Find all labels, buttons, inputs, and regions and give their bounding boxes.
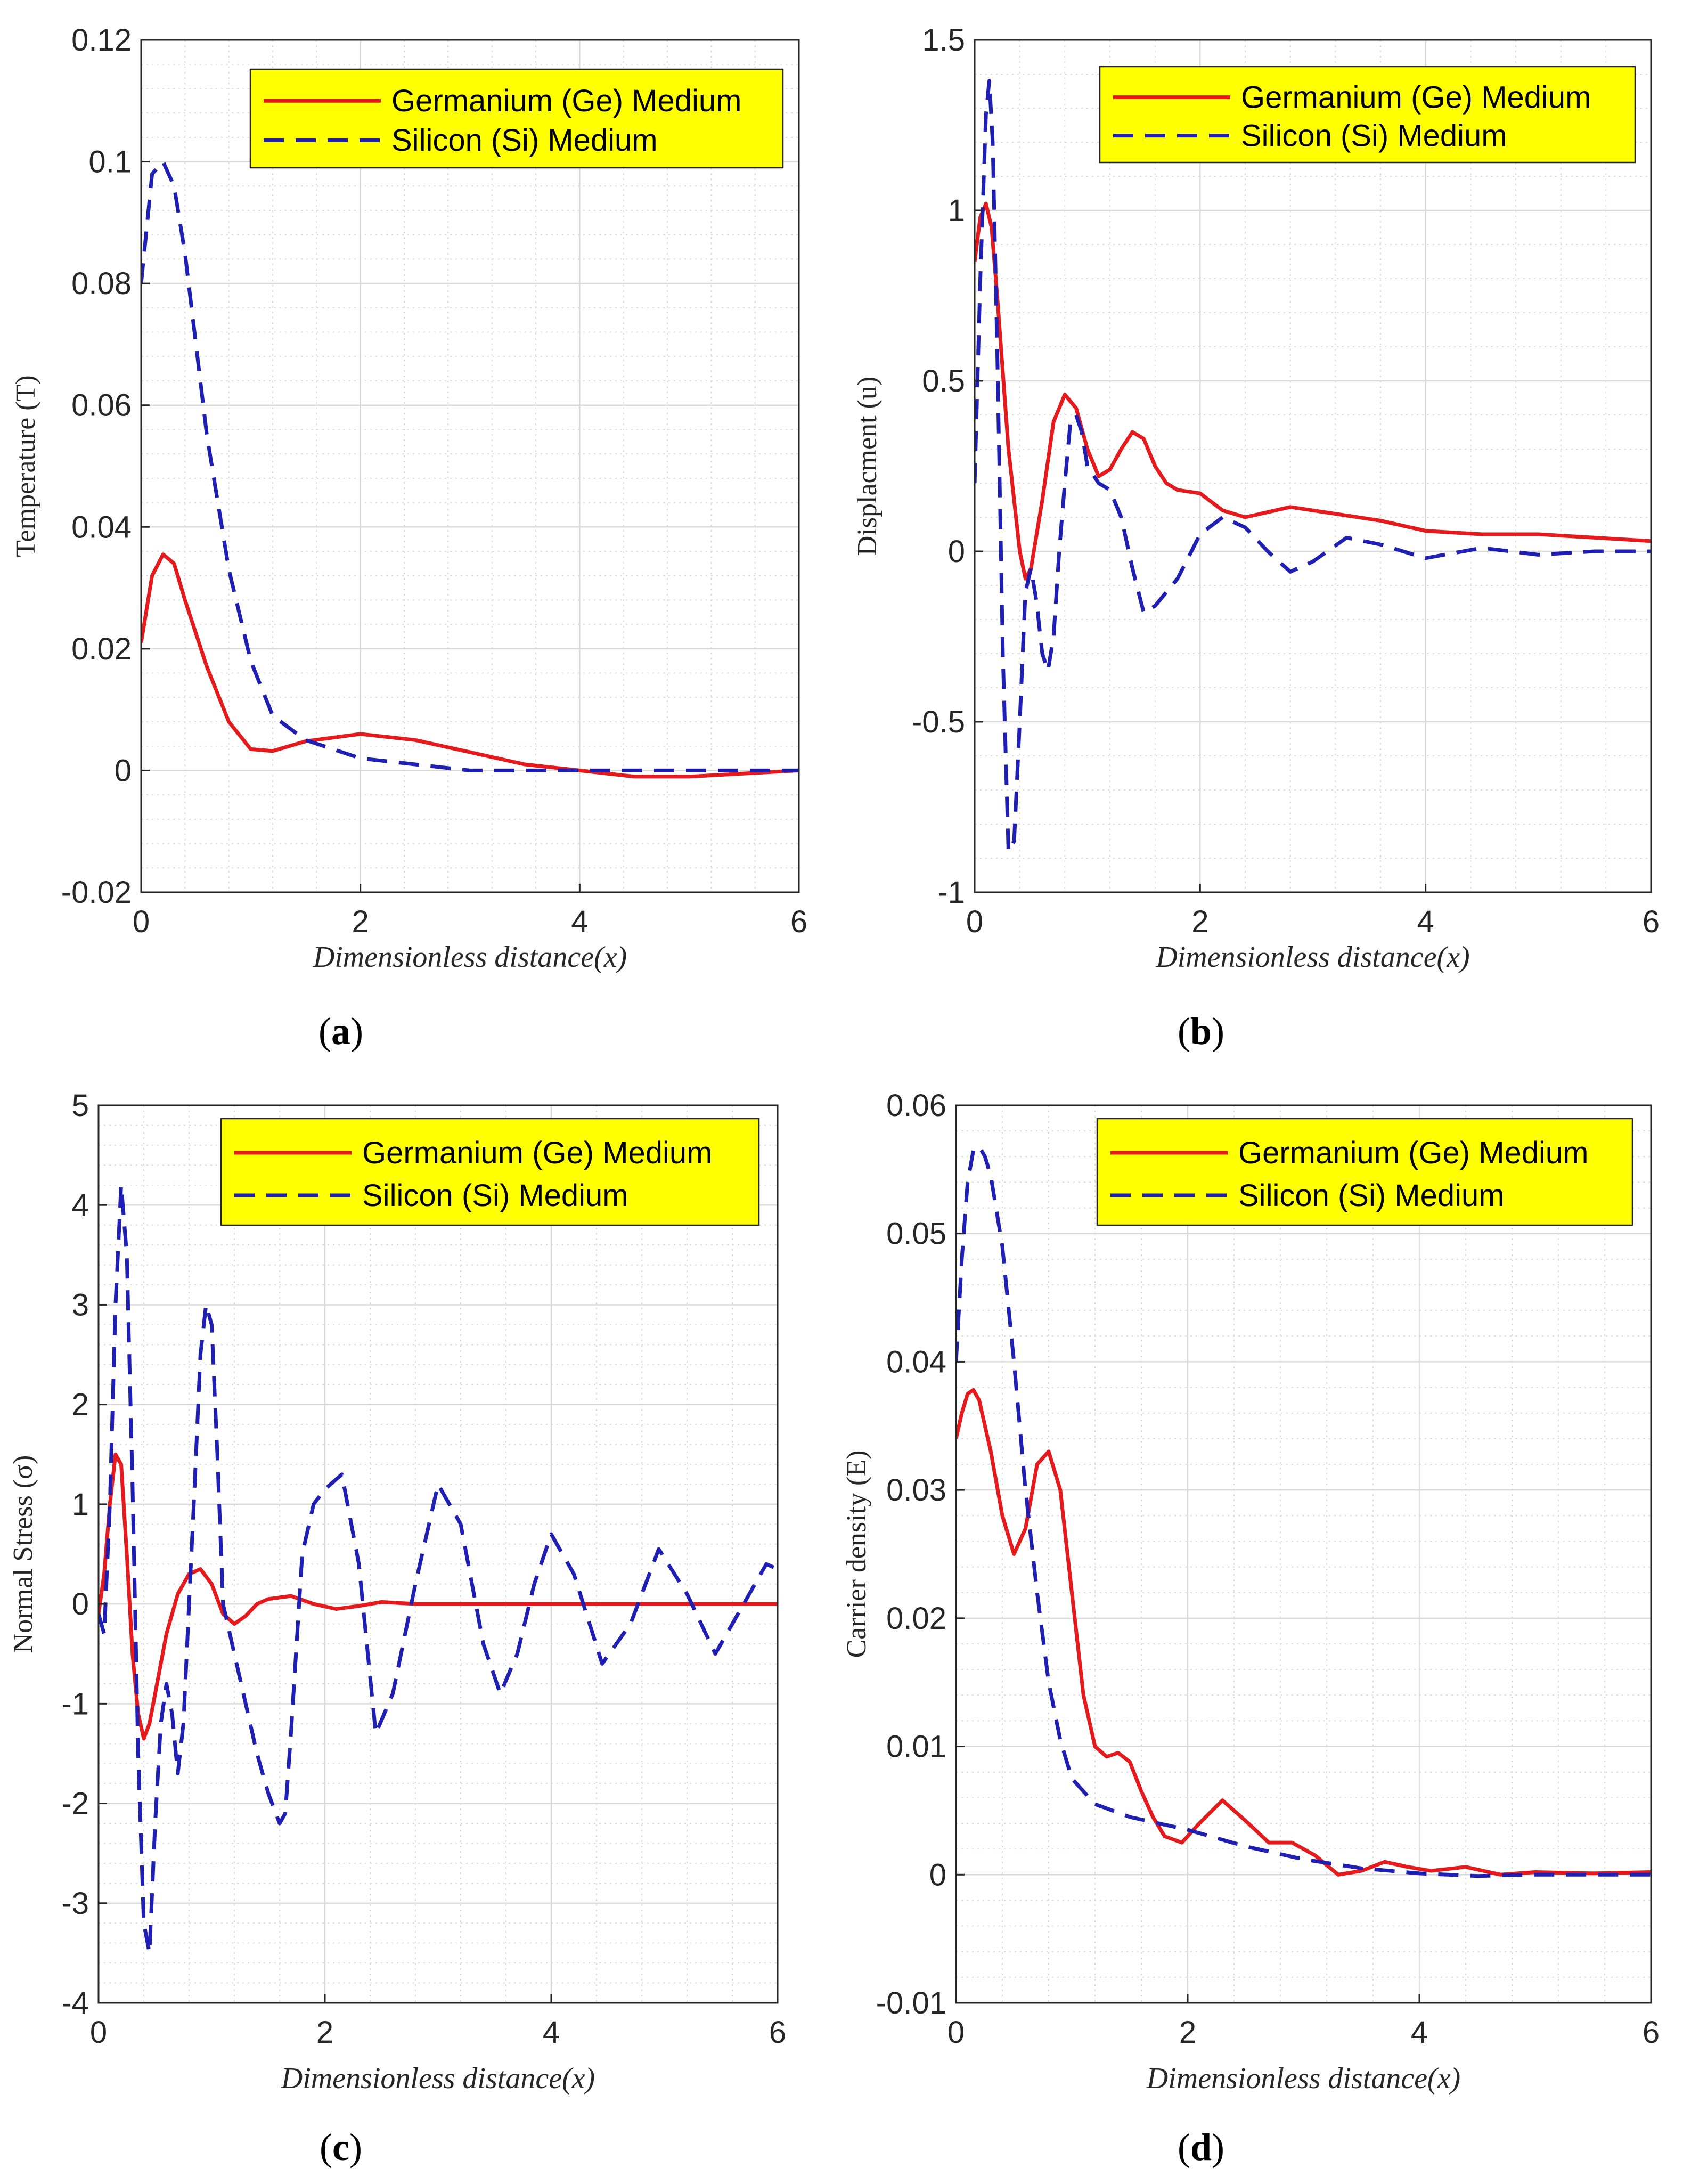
- y-tick-label: 0.06: [71, 388, 132, 423]
- legend-label-silicon: Silicon (Si) Medium: [1241, 119, 1507, 153]
- y-tick-label: 0.08: [71, 266, 132, 301]
- panel-caption: (b): [1178, 1010, 1224, 1053]
- chart-panel-a: 0 2 4 6 -0.02 0 0.02 0.04 0.06 0.08 0.1 0.12 Dimensi…: [0, 0, 841, 1065]
- legend: Germanium (Ge) Medium Silicon (Si) Medium: [220, 1118, 760, 1226]
- legend-label-silicon: Silicon (Si) Medium: [362, 1178, 628, 1213]
- y-tick-label: 4: [72, 1188, 89, 1223]
- y-tick-label: 3: [72, 1287, 89, 1322]
- y-tick-label: 0: [72, 1587, 89, 1621]
- y-tick-label: -0.01: [876, 1986, 946, 2020]
- x-tick-label: 4: [571, 904, 588, 939]
- series-line-silicon: [141, 160, 799, 772]
- y-tick-label: 2: [72, 1388, 89, 1422]
- x-tick-label: 4: [543, 2015, 560, 2050]
- series-line-germanium: [99, 1452, 778, 1741]
- legend: Germanium (Ge) Medium Silicon (Si) Medium: [1096, 1118, 1633, 1226]
- y-tick-label: 0: [115, 753, 132, 788]
- legend: Germanium (Ge) Medium Silicon (Si) Medium: [249, 68, 784, 169]
- chart-b: 0 2 4 6 -1 -0.5 0 0.5 1 1.5 Dimensionless distance…: [852, 23, 1660, 1053]
- chart-a: 0 2 4 6-0.0200.020.040.060.080.10.12Dimensi…: [11, 23, 807, 1053]
- y-tick-label: -1: [937, 875, 965, 910]
- x-tick-label: 2: [1191, 904, 1208, 939]
- y-tick-label: 0.05: [886, 1217, 946, 1251]
- y-tick-label: 0.06: [886, 1088, 946, 1123]
- y-tick-label: -0.02: [61, 875, 132, 910]
- x-tick-label: 0: [947, 2015, 965, 2050]
- x-tick-label: 2: [1179, 2015, 1196, 2050]
- x-tick-label: 4: [1417, 904, 1434, 939]
- x-axis-title: Dimensionless distance(x): [1146, 2062, 1460, 2095]
- y-tick-label: -2: [61, 1787, 89, 1821]
- y-tick-label: -3: [61, 1886, 89, 1921]
- chart-panel-d: 0 2 4 6 -0.01 0 0.01 0.02 0.03 0.04 0.05 0.06 Dimens…: [841, 1081, 1683, 2184]
- y-tick-label: 0: [948, 534, 965, 569]
- legend-box: [249, 68, 784, 169]
- x-tick-label: 0: [966, 904, 983, 939]
- legend-label-silicon: Silicon (Si) Medium: [391, 123, 658, 158]
- y-tick-label: 1: [948, 193, 965, 228]
- y-tick-label: 0.02: [71, 632, 132, 666]
- plot-area: [975, 40, 1651, 892]
- legend-label-germanium: Germanium (Ge) Medium: [391, 84, 741, 118]
- axes-frame: [955, 1104, 1652, 2004]
- y-tick-label: 0.01: [886, 1730, 946, 1764]
- y-tick-label: 0.02: [886, 1601, 946, 1636]
- y-tick-label: 0.12: [71, 23, 132, 58]
- legend-label-silicon: Silicon (Si) Medium: [1238, 1178, 1505, 1213]
- chart-d: 0 2 4 6-0.0100.010.020.030.040.050.06Dimens…: [841, 1088, 1660, 2169]
- y-tick-label: 1: [72, 1487, 89, 1522]
- x-tick-label: 6: [1643, 904, 1660, 939]
- chart-c: 0 2 4 6 -4 -3 -2 -1 0 1 2 3 4 5 Dimensionless distance…: [8, 1088, 786, 2169]
- x-axis-title: Dimensionless distance(x): [313, 941, 627, 974]
- panel-caption: (c): [320, 2126, 362, 2169]
- y-axis-title: Displacment (u): [852, 377, 883, 556]
- x-tick-label: 6: [769, 2015, 786, 2050]
- x-tick-label: 0: [133, 904, 150, 939]
- legend-label-germanium: Germanium (Ge) Medium: [362, 1136, 712, 1170]
- legend-box: [220, 1118, 760, 1226]
- chart-panel-b: 0 2 4 6 -1 -0.5 0 0.5 1 1.5 Dimensionless distance…: [841, 0, 1683, 1065]
- x-tick-label: 6: [1643, 2015, 1660, 2050]
- panel-caption: (d): [1178, 2126, 1224, 2169]
- series-line-silicon: [99, 1183, 778, 1955]
- y-tick-label: 0: [929, 1857, 946, 1892]
- y-axis-title: Normal Stress (σ): [8, 1455, 38, 1653]
- legend: Germanium (Ge) Medium Silicon (Si) Medium: [1099, 66, 1636, 164]
- y-tick-label: 0.04: [886, 1344, 946, 1379]
- legend-box: [1096, 1118, 1633, 1226]
- axes-frame: [140, 39, 800, 893]
- axes-frame: [974, 39, 1652, 893]
- legend-label-germanium: Germanium (Ge) Medium: [1241, 80, 1591, 115]
- series-line-germanium: [975, 201, 1651, 581]
- x-axis-title: Dimensionless distance(x): [1155, 941, 1469, 974]
- y-tick-label: 0.1: [88, 145, 132, 180]
- x-tick-label: 2: [316, 2015, 333, 2050]
- series-line-germanium: [956, 1388, 1651, 1877]
- chart-panel-c: 0 2 4 6 -4 -3 -2 -1 0 1 2 3 4 5 Dimensionless distance…: [0, 1081, 841, 2184]
- legend-box: [1099, 66, 1636, 164]
- plot-area: [99, 1105, 778, 2003]
- y-tick-label: 1.5: [922, 23, 965, 58]
- x-axis-title: Dimensionless distance(x): [281, 2062, 595, 2095]
- y-tick-label: -0.5: [912, 705, 965, 739]
- y-tick-label: 0.03: [886, 1473, 946, 1507]
- x-tick-label: 0: [90, 2015, 107, 2050]
- y-tick-label: -4: [61, 1986, 89, 2020]
- y-tick-label: -1: [61, 1686, 89, 1721]
- legend-label-germanium: Germanium (Ge) Medium: [1238, 1136, 1588, 1170]
- x-tick-label: 6: [790, 904, 807, 939]
- y-axis-title: Carrier density (E): [841, 1450, 872, 1658]
- x-tick-label: 2: [352, 904, 369, 939]
- y-tick-label: 5: [72, 1088, 89, 1123]
- plot-area: [956, 1105, 1651, 2003]
- x-tick-label: 4: [1411, 2015, 1428, 2050]
- series-line-silicon: [975, 79, 1651, 853]
- y-tick-label: 0.5: [922, 364, 965, 398]
- series-line-silicon: [956, 1144, 1651, 1878]
- axes-frame: [97, 1104, 779, 2004]
- series-line-germanium: [141, 552, 799, 779]
- panel-caption: (a): [318, 1010, 363, 1053]
- y-axis-title: Temperature (T): [11, 375, 41, 557]
- y-tick-label: 0.04: [71, 510, 132, 544]
